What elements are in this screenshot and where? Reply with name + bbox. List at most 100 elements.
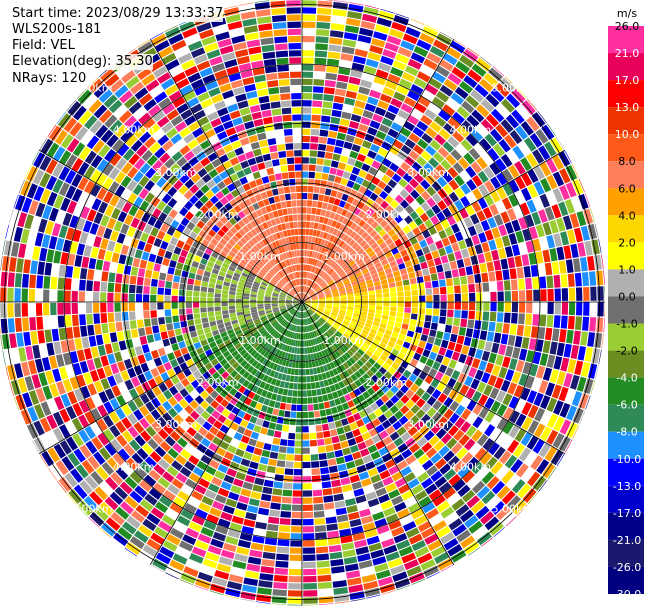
range-gate-1078 xyxy=(325,294,332,297)
range-gate-4815 xyxy=(164,25,178,33)
range-gate-2143 xyxy=(432,520,447,532)
range-gate-3141 xyxy=(286,314,292,321)
range-gate-3280 xyxy=(228,358,237,366)
range-gate-3335 xyxy=(156,405,167,416)
range-gate-3111 xyxy=(229,387,238,396)
range-gate-2815 xyxy=(255,440,265,449)
range-gate-458 xyxy=(403,121,416,132)
range-gate-1136 xyxy=(430,273,438,281)
range-gate-2375 xyxy=(317,373,323,381)
range-gate-3291 xyxy=(167,407,178,418)
range-gate-4046 xyxy=(265,292,272,296)
range-gate-4916 xyxy=(268,196,275,205)
range-gate-584 xyxy=(416,156,427,167)
range-gate-637 xyxy=(471,109,485,123)
range-gate-2586 xyxy=(299,347,302,354)
range-gate-2555 xyxy=(302,433,310,440)
range-gate-3545 xyxy=(167,352,176,361)
range-gate-109 xyxy=(319,129,329,137)
range-gate-1684 xyxy=(347,326,355,332)
range-gate-3294 xyxy=(151,421,162,433)
range-gate-2978 xyxy=(258,372,265,381)
range-gate-4695 xyxy=(265,244,272,252)
range-gate-4376 xyxy=(96,159,109,173)
range-gate-4237 xyxy=(143,223,153,234)
range-gate-119 xyxy=(326,58,340,67)
range-gate-522 xyxy=(328,260,335,267)
range-gate-1502 xyxy=(581,361,591,378)
range-gate-1513 xyxy=(359,317,366,323)
range-gate-1042 xyxy=(372,277,380,283)
range-gate-1109 xyxy=(539,236,549,250)
range-gate-74 xyxy=(313,71,326,79)
range-gate-668 xyxy=(420,179,431,190)
range-gate-3938 xyxy=(114,283,122,293)
range-gate-606 xyxy=(323,274,329,280)
range-gate-4299 xyxy=(31,151,40,165)
range-gate-1693 xyxy=(403,355,412,364)
range-gate-2359 xyxy=(372,556,387,566)
range-gate-4309 xyxy=(238,262,246,269)
range-gate-564 xyxy=(326,267,332,274)
range-gate-4543 xyxy=(154,147,166,159)
range-gate-3810 xyxy=(107,312,115,323)
range-gate-3511 xyxy=(111,385,122,397)
range-gate-1901 xyxy=(349,346,357,354)
range-gate-4701 xyxy=(242,207,251,216)
range-gate-925 xyxy=(444,226,454,237)
range-gate-434 xyxy=(317,269,323,276)
range-gate-666 xyxy=(410,189,420,200)
range-gate-3743 xyxy=(278,303,285,306)
range-gate-3123 xyxy=(175,454,187,466)
range-gate-577 xyxy=(384,195,394,204)
range-gate-977 xyxy=(506,208,517,221)
range-gate-3498 xyxy=(196,347,204,355)
range-gate-3777 xyxy=(37,330,46,344)
range-gate-3022 xyxy=(250,376,258,385)
range-gate-4617 xyxy=(224,202,233,211)
range-gate-4025 xyxy=(109,262,118,273)
range-gate-1563 xyxy=(404,336,413,344)
range-gate-2954 xyxy=(201,495,214,506)
range-gate-4630 xyxy=(166,127,178,139)
range-gate-3019 xyxy=(262,358,269,366)
range-gate-4724 xyxy=(153,65,168,78)
range-gate-1969 xyxy=(467,475,481,489)
range-gate-4895 xyxy=(206,49,221,60)
range-gate-2241 xyxy=(316,337,321,344)
range-gate-831 xyxy=(388,242,397,251)
range-gate-1773 xyxy=(362,342,370,350)
range-gate-2244 xyxy=(323,356,329,364)
range-gate-3109 xyxy=(238,376,246,385)
range-gate-2392 xyxy=(343,491,355,500)
range-gate-322 xyxy=(356,153,367,163)
range-gate-1928 xyxy=(486,475,500,490)
range-gate-1343 xyxy=(375,305,383,311)
range-gate-2271 xyxy=(393,533,408,544)
range-gate-1843 xyxy=(510,459,524,474)
range-gate-3888 xyxy=(164,295,171,302)
range-gate-3394 xyxy=(55,460,69,476)
range-gate-4837 xyxy=(237,153,247,163)
range-gate-3769 xyxy=(94,324,102,335)
range-gate-3647 xyxy=(52,368,62,383)
range-gate-898 xyxy=(539,161,552,177)
range-gate-3840 xyxy=(200,302,207,308)
range-gate-551 xyxy=(450,92,465,105)
range-gate-3452 xyxy=(217,342,226,350)
range-gate-535 xyxy=(383,184,393,194)
range-gate-3199 xyxy=(210,390,219,399)
range-gate-1044 xyxy=(386,272,394,279)
range-gate-3801 xyxy=(171,309,179,316)
range-gate-4965 xyxy=(262,153,272,162)
range-gate-2274 xyxy=(401,552,417,564)
range-gate-2760 xyxy=(285,360,290,367)
range-gate-1818 xyxy=(371,354,379,362)
range-gate-3150 xyxy=(243,362,251,371)
range-gate-2902 xyxy=(237,441,248,451)
range-gate-859 xyxy=(555,136,565,150)
range-gate-3449 xyxy=(236,332,244,339)
range-gate-4154 xyxy=(116,232,126,244)
range-gate-4196 xyxy=(126,226,136,237)
range-gate-788 xyxy=(385,237,394,246)
